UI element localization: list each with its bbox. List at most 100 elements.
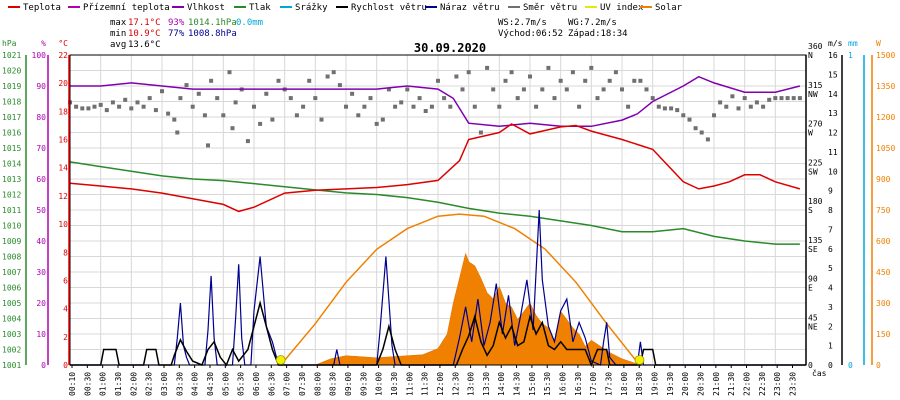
wind-direction-point [331,70,336,75]
legend-label-solar: Solar [655,3,683,13]
axis-hpa-tick: 1004 [2,315,21,324]
wind-direction-point [350,91,355,96]
wind-direction-point [141,104,146,109]
axis-temperature-unit: °C [58,39,68,48]
wind-direction-point [460,87,465,92]
axis-wind-direction-tick: 180 [808,197,823,206]
x-tick-label: 14:00 [497,372,506,396]
wind-direction-point [466,70,471,75]
axis-solar-tick: 450 [876,268,891,277]
axis-temperature-tick: 2 [63,333,68,342]
wind-direction-point [730,94,735,99]
wind-direction-point [515,96,520,101]
wind-direction-point [380,117,385,122]
wind-direction-point [712,113,716,118]
axis-wind-speed-tick: 6 [828,245,833,254]
axis-solar-tick: 900 [876,175,891,184]
x-tick-label: 22:30 [758,372,767,396]
x-tick-label: 03:30 [175,372,184,396]
axis-humidity-tick: 60 [36,175,46,184]
x-tick-label: 23:00 [773,372,782,396]
axis-hpa-tick: 1002 [2,346,21,355]
axis-hpa-tick: 1019 [2,82,21,91]
wind-direction-point [644,87,649,92]
wind-direction-point [509,70,514,75]
axis-wind-speed-tick: 14 [828,90,838,99]
x-tick-label: 20:30 [697,372,706,396]
x-tick-label: 10:30 [390,372,399,396]
axis-wind-speed-tick: 3 [828,303,833,312]
wind-direction-point [626,104,631,109]
axis-wind-direction-tick: 45 [808,313,818,322]
wind-direction-point [656,104,661,109]
wind-direction-point [724,104,729,109]
wind-direction-point [356,113,361,118]
wind-direction-point [540,87,545,92]
axis-hpa-tick: 1001 [2,361,21,370]
axis-solar-tick: 750 [876,206,891,215]
wind-direction-point [589,65,594,70]
x-axis-label: čas [812,368,827,378]
axis-wind-speed-tick: 13 [828,109,838,118]
axis-wind-speed-tick: 16 [828,51,838,60]
legend-label-press: Tlak [249,3,271,13]
series-wind-speed [70,300,806,368]
x-tick-label: 10:00 [375,372,384,396]
wind-direction-point [202,113,207,118]
wind-direction-point [325,74,330,79]
wind-direction-point [411,104,416,109]
wind-direction-point [797,96,802,101]
x-tick-label: 16:00 [559,372,568,396]
axis-temperature-tick: 14 [58,164,68,173]
x-tick-label: 13:00 [467,372,476,396]
axis-hpa-tick: 1013 [2,175,21,184]
wind-direction-point [669,106,674,111]
wind-direction-point [754,100,759,105]
wind-direction-point [779,96,784,101]
wind-direction-point [601,87,606,92]
legend: Teplota Přízemní teplota Vlhkost Tlak Srážky… [8,3,683,13]
wind-direction-point [80,106,85,111]
stat-min-hum: 77% [168,29,185,39]
wind-direction-point [264,91,269,96]
wind-direction-point [570,70,575,75]
wind-direction-point [607,78,612,83]
wind-direction-point [620,87,624,92]
x-tick-label: 07:30 [298,372,307,396]
axis-wind-direction-tick: 135 [808,236,823,245]
wind-direction-point [595,96,600,101]
wind-direction-point [485,65,490,70]
x-tick-label: 19:00 [651,372,660,396]
axis-wind-speed-tick: 9 [828,187,833,196]
stat-sunset: Západ:18:34 [568,29,628,39]
axis-wind-direction-tick: 315 [808,81,823,90]
wind-direction-point [123,97,128,102]
wind-direction-point [104,108,109,113]
x-tick-label: 14:30 [513,372,522,396]
stat-avg-temp: 13.6°C [128,40,161,50]
wind-direction-point [405,87,410,92]
x-tick-label: 12:00 [436,372,445,396]
wind-direction-point [761,104,766,109]
axis-solar-tick: 600 [876,237,891,246]
wind-direction-point [313,96,318,101]
axis-wind-speed-tick: 7 [828,225,833,234]
axis-hpa-tick: 1015 [2,144,21,153]
stat-min-label: min [110,29,126,39]
series-wind-gust [70,209,806,366]
axis-solar-tick: 1500 [876,51,895,60]
axis-wind-speed-tick: 8 [828,206,833,215]
wind-direction-point [276,78,281,83]
wind-direction-point [491,87,496,92]
wind-direction-point [147,96,152,101]
wind-direction-point [546,65,551,70]
wind-direction-point [442,96,447,101]
stat-min-temp: 10.9°C [128,29,161,39]
wind-direction-point [368,96,373,101]
x-axis: 00:10 00:30 01:00 01:30 02:00 02:30 03:00 03:30… [68,365,798,396]
wind-direction-point [135,100,140,105]
wind-direction-point [98,102,103,107]
axis-hpa-tick: 1003 [2,330,21,339]
wind-direction-point [117,104,122,109]
